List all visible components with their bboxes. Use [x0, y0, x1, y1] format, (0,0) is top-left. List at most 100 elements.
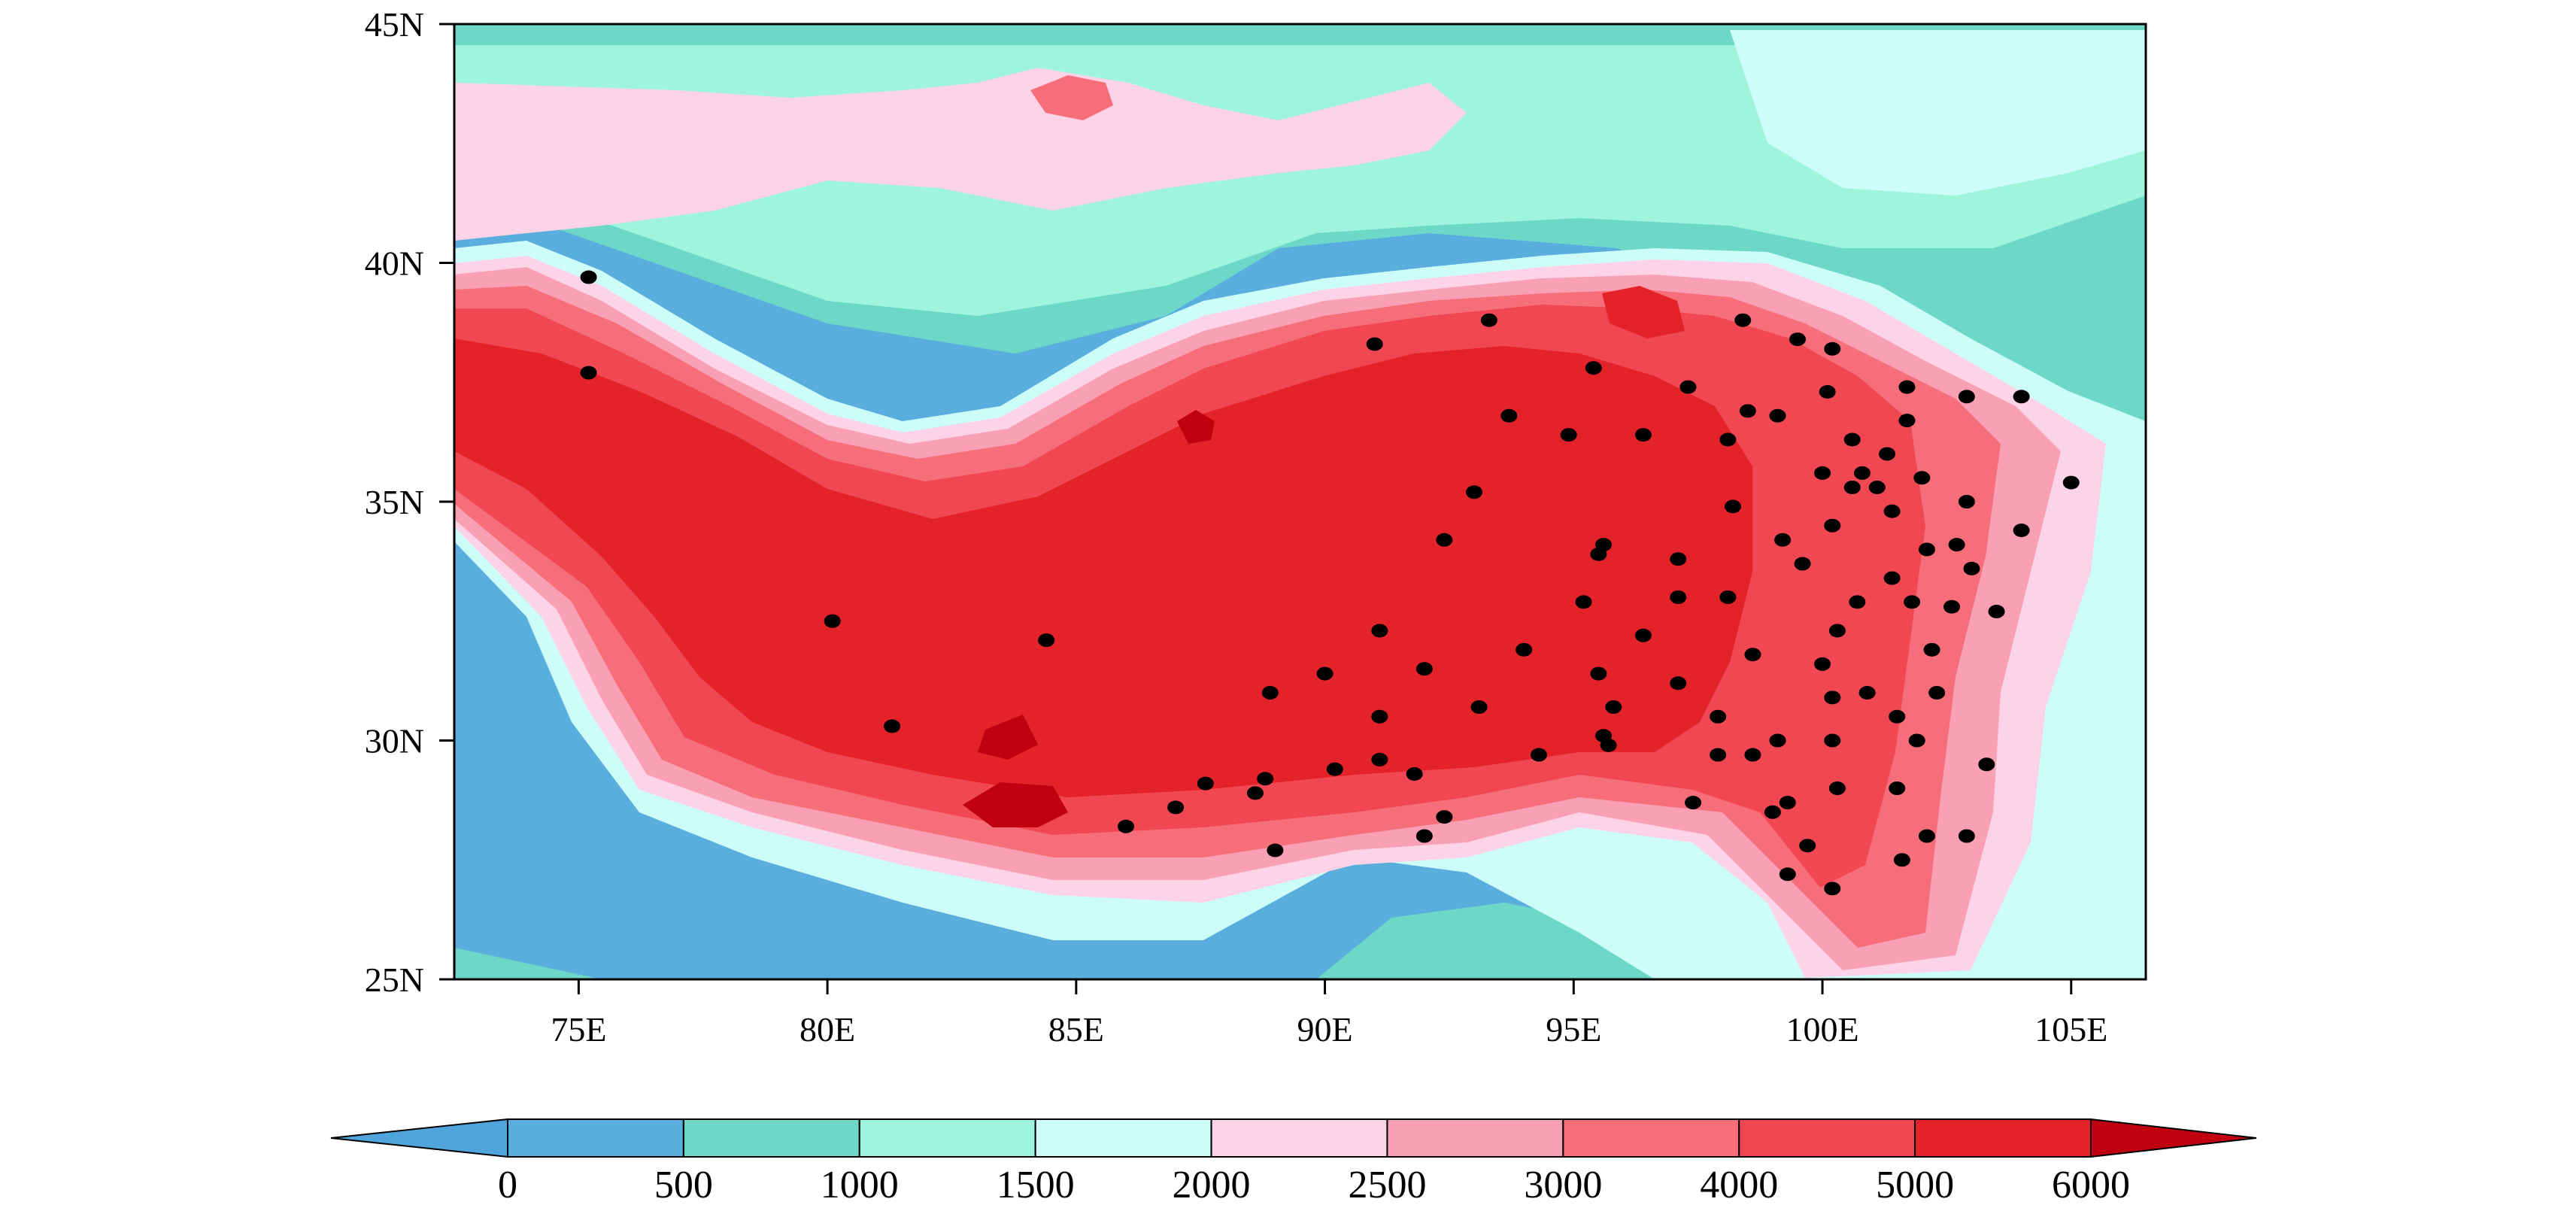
station-dot: [2013, 524, 2030, 538]
station-dot: [1814, 657, 1831, 671]
station-dot: [1744, 748, 1761, 762]
colorbar-label: 5000: [1876, 1164, 1954, 1206]
station-dot: [1685, 796, 1702, 810]
station-dot: [1560, 428, 1577, 442]
station-dot: [1326, 762, 1343, 776]
station-dot: [824, 614, 841, 628]
station-dot: [1261, 686, 1279, 700]
station-dot: [1849, 595, 1866, 609]
station-dot: [1898, 380, 1916, 394]
station-dot: [1436, 810, 1453, 824]
x-tick-label: 85E: [1048, 1010, 1104, 1049]
station-dot: [1978, 757, 1995, 772]
western-kunlun-pink: [454, 68, 1467, 241]
station-dot: [1824, 341, 1841, 356]
y-tick-label: 40N: [365, 244, 424, 283]
station-dot: [1948, 538, 1965, 552]
x-tick-label: 75E: [551, 1010, 606, 1049]
station-dot: [1868, 480, 1886, 494]
station-dot: [1406, 766, 1423, 781]
station-dot: [1824, 690, 1841, 705]
station-dot: [1267, 843, 1284, 857]
station-dot: [1246, 786, 1264, 800]
longitude-axis: 75E 80E 85E 90E 95E 100E 105E: [551, 979, 2107, 1049]
station-dot: [1889, 782, 1906, 795]
station-dot: [580, 366, 597, 380]
station-dot: [1117, 819, 1134, 833]
colorbar-label: 1500: [997, 1164, 1075, 1206]
station-dot: [1858, 686, 1876, 700]
station-dot: [1883, 571, 1901, 585]
colorbar-label: 2500: [1348, 1164, 1426, 1206]
station-dot: [1710, 709, 1727, 724]
station-dot: [1963, 561, 1980, 575]
station-dot: [1828, 624, 1846, 638]
colorbar-box: [1562, 1118, 1740, 1158]
station-dot: [1038, 633, 1055, 648]
station-dot: [1824, 733, 1841, 748]
x-tick-label: 90E: [1297, 1010, 1353, 1049]
station-dot: [884, 719, 901, 733]
station-dot: [1197, 776, 1214, 791]
station-dot: [1988, 605, 2005, 619]
station-dot: [1724, 499, 1741, 514]
station-dot: [1480, 313, 1497, 327]
x-tick-label: 80E: [800, 1010, 855, 1049]
station-dot: [1415, 829, 1433, 843]
colorbar-box: [1210, 1118, 1388, 1158]
colorbar-label: 500: [654, 1164, 713, 1206]
station-dot: [1719, 432, 1737, 447]
station-dot: [1719, 590, 1737, 604]
station-dot: [1605, 700, 1622, 715]
peak-spot-central: [1177, 410, 1215, 444]
station-dot: [1958, 829, 1975, 843]
y-tick-label: 30N: [365, 722, 424, 760]
latitude-axis: 25N 30N 35N 40N 45N: [365, 5, 454, 999]
station-dot: [1590, 547, 1607, 561]
colorbar-label: 3000: [1524, 1164, 1602, 1206]
colorbar-label: 0: [498, 1164, 517, 1206]
peak-spot-northwest: [1030, 75, 1113, 120]
colorbar-box: [1914, 1118, 2092, 1158]
station-markers: [580, 270, 2080, 896]
y-tick-label: 35N: [365, 483, 424, 521]
station-dot: [1670, 552, 1687, 566]
colorbar-box: [1386, 1118, 1564, 1158]
colorbar-box: [1738, 1118, 1916, 1158]
station-dot: [1600, 738, 1617, 752]
station-dot: [1799, 839, 1816, 853]
colorbar-box: [1034, 1118, 1212, 1158]
colorbar-label: 2000: [1173, 1164, 1251, 1206]
y-tick-label: 45N: [365, 5, 424, 44]
station-dot: [1789, 332, 1806, 347]
station-dot: [580, 270, 597, 284]
station-dot: [1843, 480, 1861, 494]
station-dot: [1819, 384, 1836, 399]
station-dot: [1958, 495, 1975, 508]
station-dot: [1908, 733, 1925, 748]
station-dot: [1853, 466, 1871, 480]
station-dot: [1943, 599, 1961, 614]
x-tick-label: 105E: [2034, 1010, 2107, 1049]
colorbar-label: 4000: [1700, 1164, 1778, 1206]
station-dot: [1739, 404, 1756, 418]
station-dot: [1824, 518, 1841, 533]
colorbar-box: [682, 1118, 860, 1158]
station-dot: [1904, 595, 1921, 609]
station-dot: [1893, 853, 1910, 867]
x-tick-label: 100E: [1786, 1010, 1858, 1049]
station-dot: [1779, 867, 1796, 882]
station-dot: [1575, 595, 1592, 609]
station-dot: [1889, 709, 1906, 724]
station-dot: [1814, 466, 1831, 480]
station-dot: [1371, 624, 1388, 638]
colorbar: 0 500 1000 1500 2000 2500 3000 4000 5000 6000: [330, 1118, 2257, 1206]
station-dot: [1590, 666, 1607, 681]
station-dot: [1918, 542, 1935, 557]
x-tick-label: 95E: [1546, 1010, 1601, 1049]
station-dot: [1634, 428, 1652, 442]
y-tick-label: 25N: [365, 961, 424, 999]
basin-1500-band: [1730, 30, 2146, 196]
station-dot: [2013, 390, 2030, 404]
